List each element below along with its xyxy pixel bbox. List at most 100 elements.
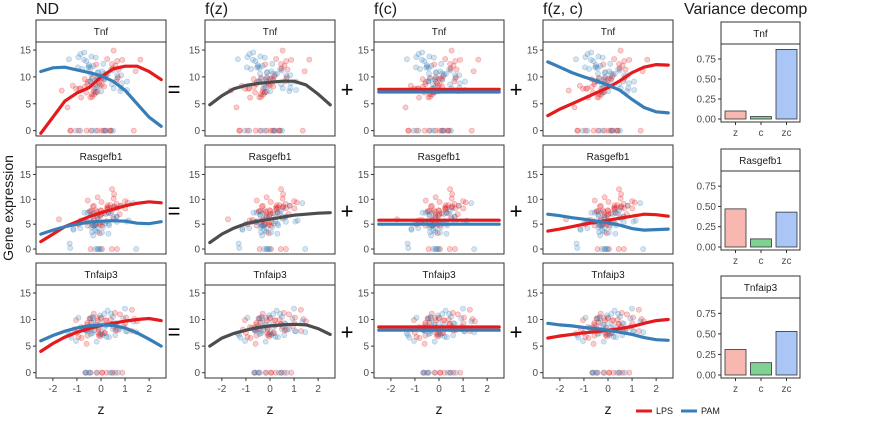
data-point bbox=[445, 369, 451, 376]
legend: LPS PAM bbox=[636, 406, 720, 416]
data-point bbox=[580, 338, 586, 344]
data-point bbox=[609, 211, 616, 217]
data-point bbox=[110, 47, 117, 54]
data-point bbox=[411, 317, 417, 323]
data-point bbox=[448, 204, 455, 211]
data-point bbox=[584, 225, 591, 232]
data-point bbox=[421, 58, 428, 65]
facet-panel: Rasgefb1 0 5 10 15 bbox=[189, 144, 336, 256]
series-line-fz bbox=[208, 211, 332, 245]
data-point bbox=[88, 53, 95, 60]
facet-panel: Rasgefb1 0 5 10 15 bbox=[527, 144, 674, 256]
data-point bbox=[434, 246, 441, 252]
data-point bbox=[267, 207, 274, 214]
data-point bbox=[89, 330, 96, 337]
data-point bbox=[97, 331, 103, 338]
data-point bbox=[419, 76, 426, 83]
data-point bbox=[92, 227, 99, 234]
data-point bbox=[624, 88, 631, 94]
y-tick-label: 0 bbox=[532, 245, 538, 256]
column-title: ND bbox=[36, 1, 59, 18]
data-point bbox=[604, 207, 611, 214]
data-point bbox=[432, 246, 439, 252]
data-point bbox=[601, 75, 608, 82]
data-point bbox=[416, 94, 422, 101]
data-point bbox=[259, 88, 266, 95]
series-line-lps bbox=[546, 62, 670, 118]
data-point bbox=[585, 335, 592, 341]
data-point bbox=[573, 56, 579, 63]
data-point bbox=[287, 85, 294, 91]
data-point bbox=[436, 81, 443, 88]
data-point bbox=[597, 232, 603, 239]
data-point bbox=[428, 202, 435, 209]
data-point bbox=[574, 127, 581, 134]
data-point bbox=[616, 67, 623, 74]
y-tick-label: 0 bbox=[25, 245, 31, 256]
data-point bbox=[292, 314, 298, 321]
data-point bbox=[244, 314, 251, 321]
data-point bbox=[431, 208, 438, 215]
y-tick-label: 5 bbox=[25, 99, 31, 110]
y-tick-label: 0 bbox=[532, 126, 538, 137]
data-point bbox=[619, 320, 626, 327]
data-point bbox=[256, 246, 263, 252]
data-point bbox=[584, 85, 591, 92]
data-point bbox=[413, 334, 420, 340]
data-point bbox=[631, 199, 638, 206]
data-point bbox=[604, 315, 611, 322]
data-point bbox=[591, 320, 598, 326]
data-point bbox=[437, 369, 444, 376]
data-point bbox=[601, 369, 608, 376]
data-point bbox=[72, 127, 79, 134]
y-tick-label: 0.75 bbox=[697, 182, 717, 193]
data-point bbox=[624, 311, 630, 318]
data-point bbox=[98, 229, 105, 236]
x-tick-label: c bbox=[759, 256, 764, 267]
data-point bbox=[451, 78, 458, 85]
data-point bbox=[607, 76, 614, 82]
variance-bar bbox=[750, 362, 772, 376]
data-point bbox=[67, 127, 74, 134]
data-point bbox=[591, 209, 598, 216]
data-point bbox=[442, 202, 449, 209]
data-point bbox=[443, 230, 450, 237]
data-point bbox=[460, 305, 466, 312]
data-point bbox=[273, 202, 280, 209]
data-point bbox=[87, 315, 94, 322]
data-point bbox=[593, 315, 600, 322]
data-point bbox=[73, 338, 79, 344]
data-point bbox=[278, 67, 285, 74]
operator-symbol: + bbox=[341, 320, 354, 345]
data-point bbox=[266, 312, 272, 319]
data-point bbox=[596, 203, 603, 210]
data-point bbox=[277, 311, 284, 317]
data-point bbox=[302, 246, 309, 252]
data-point bbox=[86, 208, 93, 215]
data-point bbox=[261, 89, 268, 96]
data-point bbox=[94, 246, 101, 252]
data-point bbox=[420, 369, 427, 376]
data-point bbox=[419, 56, 425, 63]
data-point bbox=[453, 74, 459, 81]
data-point bbox=[114, 72, 121, 79]
y-tick-label: 15 bbox=[527, 288, 539, 299]
data-point bbox=[87, 369, 94, 376]
data-point bbox=[133, 246, 140, 252]
facet-panel: Tnfaip3 0 5 10 15 -2 -1 0 1 2 z bbox=[189, 262, 336, 417]
data-point bbox=[243, 64, 250, 71]
data-point bbox=[432, 212, 439, 219]
data-point bbox=[426, 319, 433, 326]
data-point bbox=[286, 325, 292, 332]
data-point bbox=[589, 83, 595, 90]
data-point bbox=[124, 78, 130, 85]
data-point bbox=[610, 317, 617, 324]
data-point bbox=[457, 369, 464, 376]
data-point bbox=[611, 307, 618, 314]
data-point bbox=[433, 69, 440, 75]
data-point bbox=[595, 127, 601, 134]
data-point bbox=[452, 246, 458, 252]
y-tick-label: 10 bbox=[527, 195, 539, 206]
data-point bbox=[432, 78, 439, 85]
data-point bbox=[77, 127, 84, 134]
